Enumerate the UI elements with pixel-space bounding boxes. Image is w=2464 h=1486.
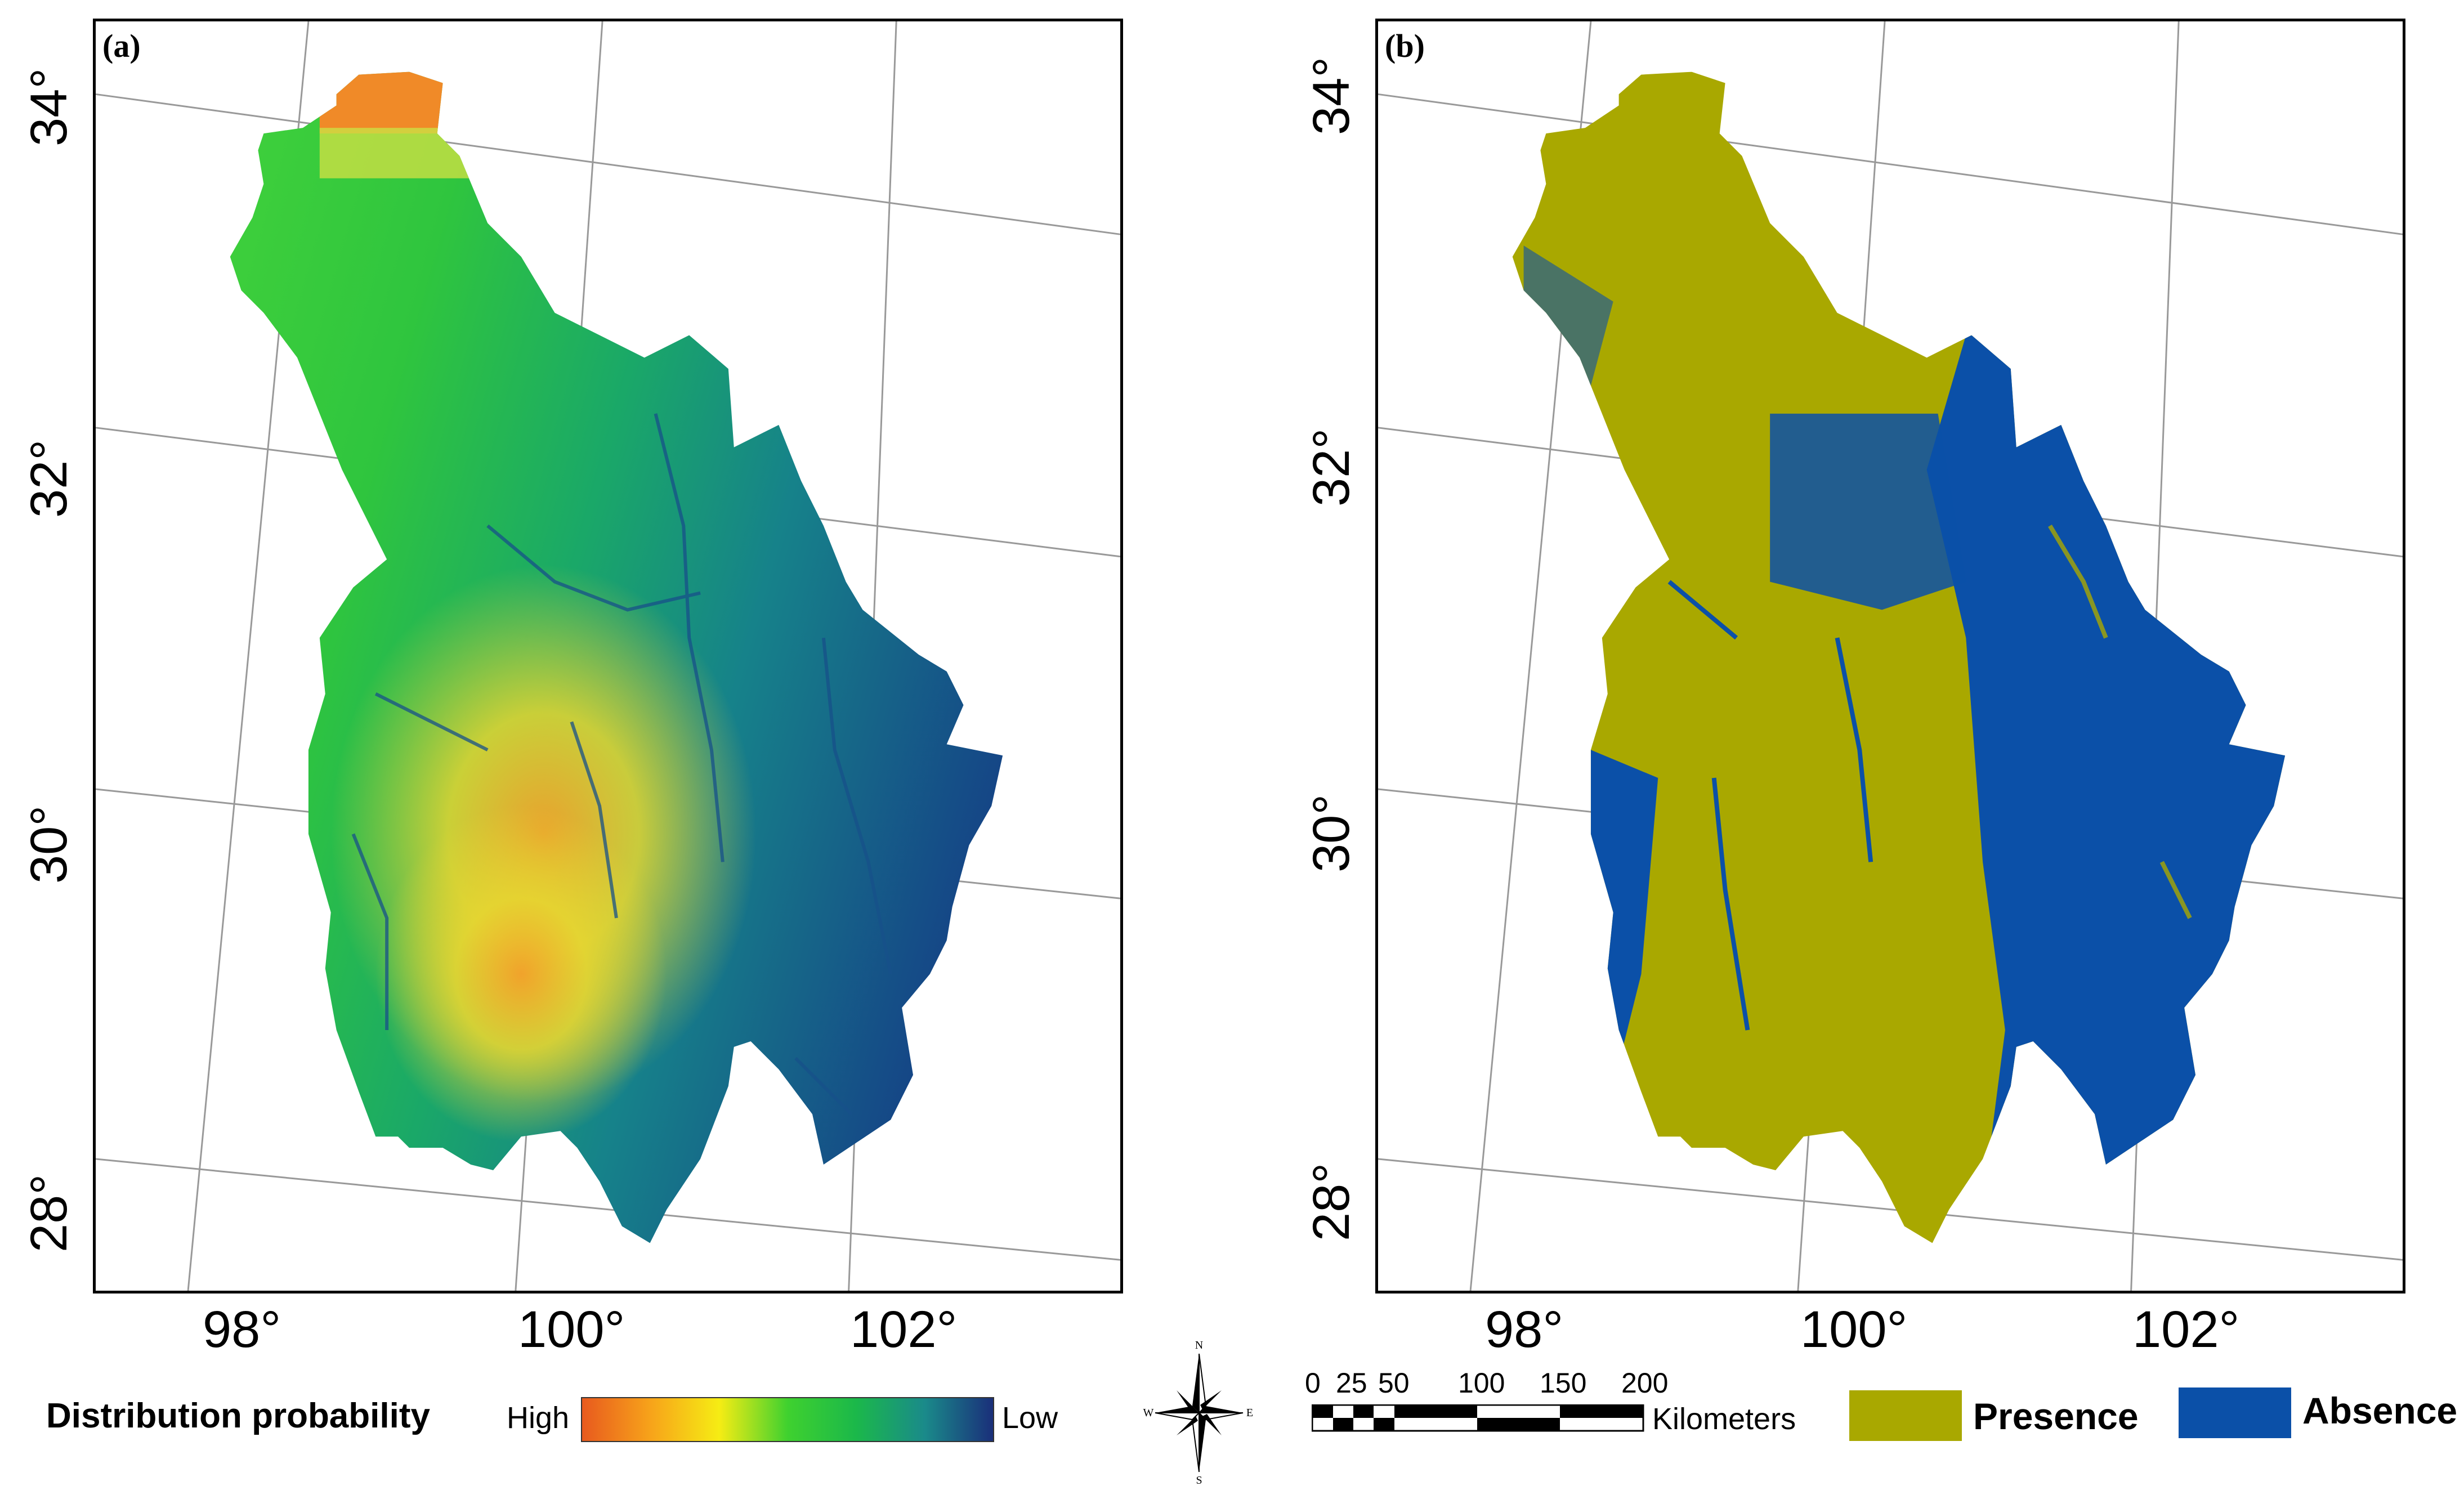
lat-tick-a-30: 30° (20, 805, 78, 884)
lat-tick-b-28: 28° (1303, 1162, 1360, 1241)
lat-tick-b-32: 32° (1303, 428, 1360, 507)
presence-label: Presence (1973, 1395, 2139, 1437)
lon-tick-a-100: 100° (518, 1301, 625, 1358)
lon-tick-a-102: 102° (850, 1301, 958, 1358)
scale-tick-200: 200 (1621, 1367, 1669, 1399)
scale-tick-150: 150 (1540, 1367, 1587, 1399)
legend-title: Distribution probability (46, 1397, 430, 1435)
lon-tick-b-102: 102° (2132, 1301, 2240, 1358)
lon-tick-a-98: 98° (203, 1301, 281, 1358)
lat-tick-a-32: 32° (20, 439, 78, 518)
lat-tick-a-28: 28° (20, 1174, 78, 1252)
presence-swatch (1849, 1390, 1962, 1441)
lat-tick-b-30: 30° (1303, 794, 1360, 872)
scale-tick-25: 25 (1336, 1367, 1367, 1399)
lat-tick-b-34: 34° (1303, 56, 1360, 135)
presence-absence-map (1378, 21, 2403, 1291)
compass-n: N (1195, 1339, 1203, 1351)
scale-tick-0: 0 (1305, 1367, 1321, 1399)
compass-s: S (1196, 1474, 1202, 1485)
map-panel-b: (b) (1375, 19, 2405, 1293)
absence-swatch (2179, 1387, 2291, 1438)
compass-e: E (1246, 1407, 1253, 1419)
scale-tick-100: 100 (1458, 1367, 1505, 1399)
north-arrow-compass-icon: N S W E (1143, 1339, 1254, 1485)
map-panel-a: (a) (93, 19, 1123, 1293)
compass-w: W (1143, 1407, 1154, 1419)
legend-low-label: Low (1002, 1401, 1058, 1435)
panel-label-a: (a) (102, 28, 141, 64)
panel-label-b: (b) (1385, 28, 1425, 64)
scale-unit: Kilometers (1652, 1402, 1796, 1436)
lon-tick-b-100: 100° (1800, 1301, 1908, 1358)
probability-color-ramp (581, 1397, 994, 1442)
lon-tick-b-98: 98° (1485, 1301, 1564, 1358)
lat-tick-a-34: 34° (20, 68, 78, 146)
probability-map (96, 21, 1120, 1291)
legend-high-label: High (507, 1401, 570, 1435)
scale-bar (1312, 1404, 1644, 1432)
absence-label: Absence (2302, 1390, 2458, 1431)
scale-tick-50: 50 (1378, 1367, 1410, 1399)
